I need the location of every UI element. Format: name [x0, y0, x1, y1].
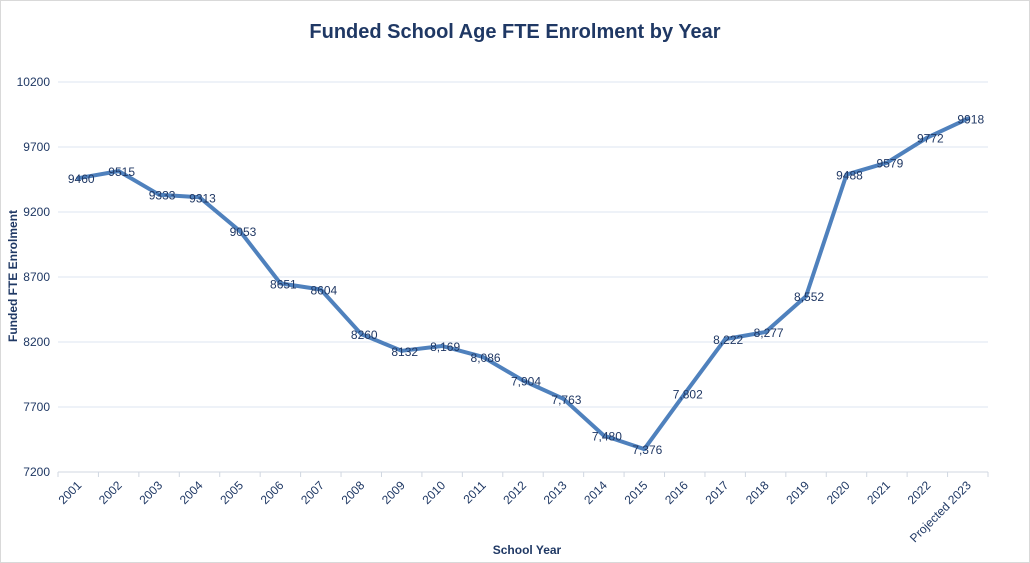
data-point	[763, 329, 768, 334]
y-tick-label: 9200	[23, 205, 50, 219]
data-label: 8,552	[794, 290, 824, 304]
x-tick-label: 2011	[461, 478, 489, 506]
y-tick-label: 9700	[23, 140, 50, 154]
chart-title: Funded School Age FTE Enrolment by Year	[309, 21, 720, 43]
x-axis-label: School Year	[493, 543, 562, 557]
x-tick-label: 2014	[581, 478, 610, 507]
y-tick-label: 7700	[23, 400, 50, 414]
data-point	[440, 344, 445, 349]
data-label: 8,222	[713, 333, 743, 347]
data-label: 8260	[351, 328, 378, 342]
data-point	[521, 378, 525, 383]
y-tick-label: 10200	[17, 75, 51, 89]
data-label: 8651	[270, 277, 297, 291]
x-tick-label: 2013	[541, 478, 570, 507]
data-labels: 9460 9515 9333 9313 9053 8651 8604 8260 8132 8,16…	[68, 113, 985, 457]
x-tick-label: 2020	[824, 478, 853, 507]
x-tick-label: 2021	[864, 478, 893, 507]
y-axis-label: Funded FTE Enrolment	[6, 210, 20, 342]
x-tick-label: 2005	[217, 478, 246, 507]
data-label: 8,277	[754, 326, 784, 340]
x-tick-label: 2009	[379, 478, 408, 507]
data-point	[318, 287, 323, 292]
data-point	[965, 116, 970, 121]
data-label: 8132	[391, 345, 418, 359]
data-label: 9313	[189, 191, 216, 205]
data-point	[197, 195, 202, 200]
x-tick-label: 2012	[500, 478, 529, 507]
data-point	[561, 396, 566, 401]
x-tick-label: 2017	[703, 478, 732, 507]
data-label: 9488	[836, 169, 863, 183]
data-label: 8,169	[430, 340, 460, 354]
x-tick-label: 2001	[56, 478, 85, 507]
data-point	[642, 447, 647, 452]
x-tick-label: 2007	[298, 478, 327, 507]
data-label: 9515	[108, 165, 135, 179]
x-tick-label: 2016	[662, 478, 691, 507]
data-point	[884, 160, 889, 165]
x-tick-label: 2008	[339, 478, 368, 507]
data-point	[237, 229, 242, 234]
data-label: 7,802	[673, 388, 703, 402]
data-point	[278, 281, 283, 286]
data-label: 9918	[957, 113, 984, 127]
data-label: 9053	[230, 225, 257, 239]
data-points	[76, 116, 970, 452]
data-label: 8,086	[471, 351, 501, 365]
x-tick-label: 2019	[783, 478, 812, 507]
data-label: 7,376	[632, 443, 662, 457]
data-point	[844, 172, 849, 177]
data-label: 9772	[917, 132, 944, 146]
x-tick-label: 2010	[419, 478, 448, 507]
x-tick-label: 2003	[136, 478, 165, 507]
x-tick-label: 2004	[177, 478, 206, 507]
data-label: 9333	[149, 189, 176, 203]
gridlines	[58, 81, 988, 473]
data-label: 8604	[310, 283, 337, 297]
y-tick-label: 8200	[23, 335, 50, 349]
data-point	[480, 354, 485, 359]
data-point	[116, 169, 121, 174]
x-tick-label: 2018	[743, 478, 772, 507]
y-axis-ticks: 7200 7700 8200 8700 9200 9700 10200	[17, 75, 51, 479]
y-tick-label: 7200	[23, 465, 50, 479]
data-point	[359, 332, 364, 337]
data-label: 9460	[68, 172, 95, 186]
y-tick-label: 8700	[23, 270, 50, 284]
x-axis-ticks: 2001 2002 2003 2004 2005 2006 2007 2008 2009 2010…	[56, 472, 989, 545]
data-point	[723, 337, 728, 342]
data-point	[76, 176, 81, 181]
x-tick-label: 2002	[96, 478, 125, 507]
data-label: 7,904	[511, 374, 541, 388]
data-point	[925, 135, 930, 140]
data-label: 7,480	[592, 430, 622, 444]
x-tick-label: 2006	[258, 478, 287, 507]
x-tick-label: 2015	[622, 478, 651, 507]
series-line	[76, 116, 970, 452]
data-label: 9579	[877, 157, 904, 171]
data-label: 7,763	[551, 393, 581, 407]
data-point	[682, 391, 687, 396]
data-point	[399, 348, 404, 353]
x-tick-label: 2022	[905, 478, 934, 507]
data-point	[601, 433, 606, 438]
data-point	[157, 192, 162, 197]
data-point	[804, 294, 809, 299]
